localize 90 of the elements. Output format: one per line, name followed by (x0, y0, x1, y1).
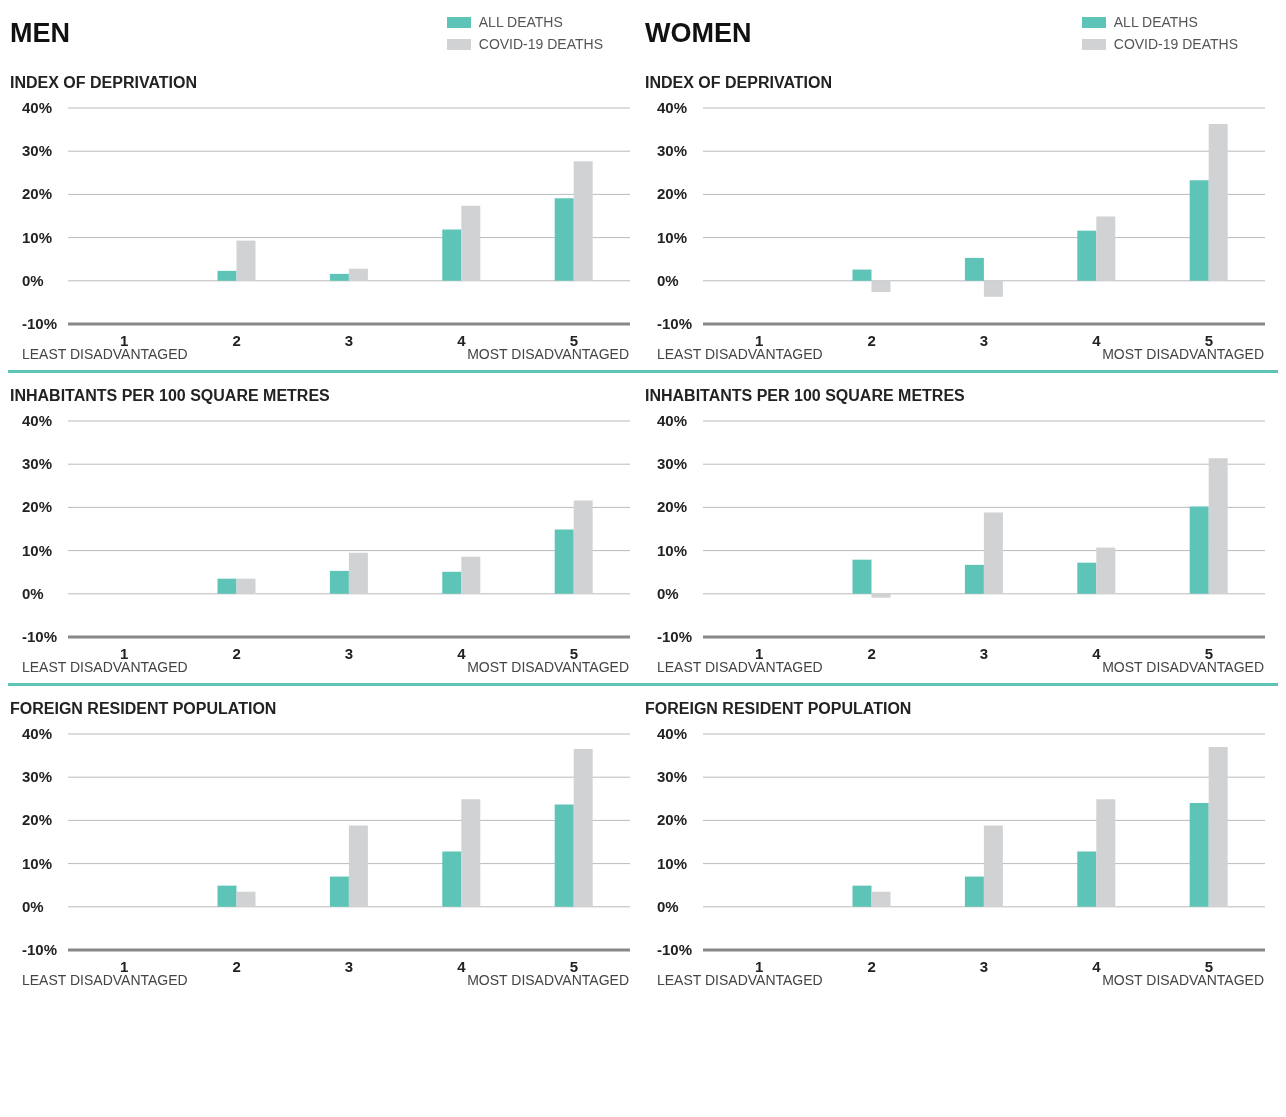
text: MOST DISADVANTAGED (467, 659, 629, 677)
chart-subtitle: INDEX OF DEPRIVATION (9, 73, 198, 93)
text: LEAST DISADVANTAGED (657, 972, 823, 990)
text: LEAST DISADVANTAGED (22, 346, 188, 364)
x-tick-label: 4 (457, 645, 467, 662)
x-tick-label: 1 (120, 332, 129, 349)
y-tick-label: 30% (657, 142, 688, 160)
x-tick-label: 5 (569, 645, 578, 662)
x-tick-label: 5 (1204, 645, 1213, 662)
y-tick-label: 20% (657, 498, 688, 516)
y-tick-label: 10% (657, 228, 688, 246)
text: MOST DISADVANTAGED (467, 972, 629, 990)
y-tick-label: 30% (22, 455, 53, 473)
chart-subtitle: FOREIGN RESIDENT POPULATION (644, 699, 913, 719)
x-tick-label: 1 (755, 958, 764, 975)
y-tick-label: -10% (22, 941, 58, 958)
x-tick-label: 3 (344, 958, 354, 975)
y-tick-label: 0% (22, 584, 44, 602)
x-tick-label: 5 (1204, 332, 1213, 349)
x-tick-label: 2 (232, 645, 241, 662)
y-tick-label: 20% (657, 185, 688, 203)
x-tick-label: 4 (1092, 958, 1102, 975)
chart-subtitle: INHABITANTS PER 100 SQUARE METRES (9, 386, 331, 406)
x-tick-label: 4 (457, 332, 467, 349)
y-tick-label: 10% (22, 228, 53, 246)
y-tick-label: -10% (657, 941, 693, 958)
y-tick-label: 40% (22, 725, 53, 742)
text: LEAST DISADVANTAGED (22, 972, 188, 990)
y-tick-label: 10% (657, 854, 688, 872)
y-tick-label: 30% (22, 142, 53, 160)
text: LEAST DISADVANTAGED (657, 346, 823, 364)
legend-label: COVID-19 DEATHS (478, 36, 603, 52)
text: LEAST DISADVANTAGED (657, 659, 823, 677)
x-tick-label: 3 (344, 645, 354, 662)
text: MOST DISADVANTAGED (1102, 972, 1264, 990)
text: MOST DISADVANTAGED (1102, 659, 1264, 677)
chart-title: MEN (10, 18, 70, 48)
x-tick-label: 5 (569, 958, 578, 975)
x-tick-label: 3 (979, 958, 989, 975)
x-tick-label: 3 (344, 332, 354, 349)
x-tick-label: 1 (120, 645, 129, 662)
x-tick-label: 5 (569, 332, 578, 349)
x-tick-label: 1 (120, 958, 129, 975)
text: LEAST DISADVANTAGED (22, 659, 188, 677)
x-tick-label: 2 (232, 958, 241, 975)
x-tick-label: 2 (867, 958, 876, 975)
legend-label: COVID-19 DEATHS (1113, 36, 1238, 52)
y-tick-label: 20% (22, 185, 53, 203)
y-tick-label: 10% (22, 854, 53, 872)
y-tick-label: 30% (22, 768, 53, 786)
y-tick-label: 10% (22, 541, 53, 559)
x-tick-label: 1 (755, 332, 764, 349)
y-tick-label: 10% (657, 541, 688, 559)
y-tick-label: 0% (657, 271, 679, 289)
y-tick-label: 20% (22, 811, 53, 829)
x-tick-label: 3 (979, 645, 989, 662)
y-tick-label: 0% (22, 271, 44, 289)
y-tick-label: 30% (657, 455, 688, 473)
x-tick-label: 3 (979, 332, 989, 349)
x-tick-label: 4 (457, 958, 467, 975)
x-tick-label: 5 (1204, 958, 1213, 975)
y-tick-label: -10% (22, 315, 58, 332)
chart-subtitle: INDEX OF DEPRIVATION (644, 73, 833, 93)
text: MOST DISADVANTAGED (467, 346, 629, 364)
y-tick-label: -10% (657, 628, 693, 645)
y-tick-label: 20% (657, 811, 688, 829)
y-tick-label: 40% (22, 99, 53, 116)
y-tick-label: 40% (657, 99, 688, 116)
x-tick-label: 4 (1092, 645, 1102, 662)
x-tick-label: 2 (867, 332, 876, 349)
legend-label: ALL DEATHS (478, 14, 563, 30)
y-tick-label: -10% (657, 315, 693, 332)
y-tick-label: 40% (657, 412, 688, 429)
x-tick-label: 2 (232, 332, 241, 349)
chart-title: WOMEN (645, 18, 752, 48)
y-tick-label: 0% (657, 897, 679, 915)
text: MOST DISADVANTAGED (1102, 346, 1264, 364)
x-tick-label: 4 (1092, 332, 1102, 349)
y-tick-label: -10% (22, 628, 58, 645)
x-tick-label: 2 (867, 645, 876, 662)
chart-subtitle: FOREIGN RESIDENT POPULATION (9, 699, 278, 719)
x-tick-label: 1 (755, 645, 764, 662)
chart-subtitle: INHABITANTS PER 100 SQUARE METRES (644, 386, 966, 406)
y-tick-label: 40% (22, 412, 53, 429)
y-tick-label: 30% (657, 768, 688, 786)
y-tick-label: 0% (22, 897, 44, 915)
y-tick-label: 0% (657, 584, 679, 602)
y-tick-label: 40% (657, 725, 688, 742)
y-tick-label: 20% (22, 498, 53, 516)
legend-label: ALL DEATHS (1113, 14, 1198, 30)
